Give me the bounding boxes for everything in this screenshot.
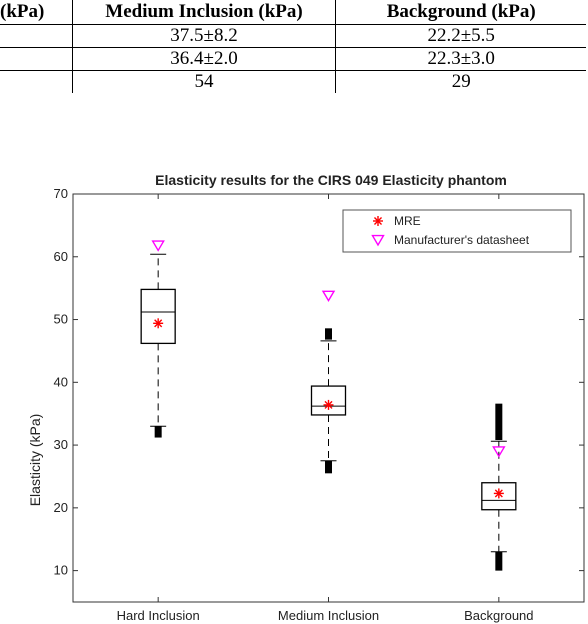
x-tick-label: Hard Inclusion xyxy=(117,608,200,623)
box-iqr xyxy=(140,288,176,345)
asterisk-stroke xyxy=(154,319,163,328)
table-cell: 37.5±8.2 xyxy=(71,24,336,48)
plot-area-frame xyxy=(72,193,585,603)
results-table: (kPa) Medium Inclusion (kPa) Background … xyxy=(0,0,586,93)
outlier-cluster xyxy=(325,328,332,340)
manufacturer-marker xyxy=(151,240,165,252)
y-tick-label: 20 xyxy=(54,500,68,515)
y-tick-label: 60 xyxy=(54,249,68,264)
y-axis-ticks: 10 20 30 40 50 60 70 Hard Inclusion Medium Inclu… xyxy=(54,186,584,623)
legend-box xyxy=(342,209,572,253)
table-header-cell: Background (kPa) xyxy=(335,0,586,25)
manufacturer-marker xyxy=(321,290,336,303)
asterisk-stroke xyxy=(324,400,333,409)
box-background xyxy=(481,403,517,571)
y-tick-label: 50 xyxy=(54,312,68,327)
box-hard-inclusion xyxy=(140,253,176,438)
asterisk-stroke xyxy=(494,489,503,498)
outlier-cluster xyxy=(325,460,332,474)
table-cell: 22.3±3.0 xyxy=(335,47,586,71)
table-cell xyxy=(0,24,73,48)
table-header-cell: Medium Inclusion (kPa) xyxy=(71,0,336,25)
table-cell: 29 xyxy=(335,70,586,93)
y-tick-label: 70 xyxy=(54,186,68,201)
table-row: 54 29 xyxy=(0,70,586,94)
table-cell: 22.2±5.5 xyxy=(335,24,586,48)
mre-marker xyxy=(153,318,164,329)
box-series xyxy=(140,253,517,571)
table-header-row: (kPa) Medium Inclusion (kPa) Background … xyxy=(0,0,586,25)
legend-manufacturer-marker xyxy=(371,234,385,247)
y-axis-label: Elasticity (kPa) xyxy=(27,414,43,507)
results-table-region: (kPa) Medium Inclusion (kPa) Background … xyxy=(0,0,588,104)
legend-mre-marker xyxy=(373,216,383,226)
y-tick-label: 30 xyxy=(54,437,68,452)
table-header-cell: (kPa) xyxy=(0,0,73,25)
table-cell xyxy=(0,47,73,71)
marker-series xyxy=(151,240,506,499)
x-tick-label: Background xyxy=(464,608,533,623)
outlier-cluster xyxy=(495,403,503,441)
outlier-cluster xyxy=(154,426,162,438)
y-tick-label: 40 xyxy=(54,374,68,389)
outlier-cluster xyxy=(495,551,503,571)
y-tick-label: 10 xyxy=(54,563,68,578)
legend-manufacturer-label: Manufacturer's datasheet xyxy=(394,233,530,247)
plot-frame xyxy=(72,193,585,603)
chart-title: Elasticity results for the CIRS 049 Elas… xyxy=(155,172,507,188)
box-iqr xyxy=(310,385,347,416)
asterisk-stroke xyxy=(373,216,383,226)
table-cell: 36.4±2.0 xyxy=(71,47,336,71)
x-tick-label: Medium Inclusion xyxy=(278,608,379,623)
mre-marker xyxy=(323,399,334,410)
chart-legend: MRE Manufacturer's datasheet xyxy=(342,209,572,253)
table-row: 36.4±2.0 22.3±3.0 xyxy=(0,47,586,71)
box-iqr xyxy=(481,482,517,511)
table-row: 37.5±8.2 22.2±5.5 xyxy=(0,24,586,48)
elasticity-box-plot: Elasticity results for the CIRS 049 Elas… xyxy=(27,172,585,623)
manufacturer-marker xyxy=(492,446,506,458)
table-cell: 54 xyxy=(71,70,336,93)
table-cell xyxy=(0,71,72,94)
mre-marker xyxy=(493,488,504,499)
legend-mre-label: MRE xyxy=(394,214,421,228)
